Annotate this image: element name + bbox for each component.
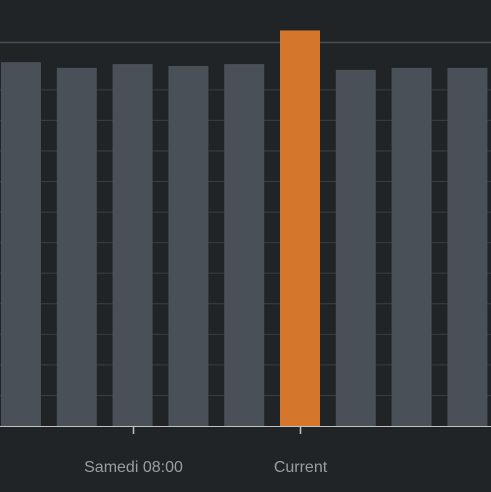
bar — [447, 67, 488, 427]
x-tick-label: Samedi 08:00 — [84, 459, 183, 476]
bar — [391, 67, 432, 427]
bar — [112, 64, 153, 426]
bar — [168, 66, 209, 426]
label-layer: Samedi 08:00 Current — [84, 459, 328, 476]
bar-layer — [1, 30, 488, 427]
bar — [335, 69, 376, 426]
bar-current — [280, 30, 320, 426]
x-tick-label: Current — [274, 459, 328, 476]
axis-layer — [0, 426, 491, 434]
bar — [224, 64, 265, 426]
bar — [56, 67, 97, 427]
bar — [1, 62, 41, 426]
